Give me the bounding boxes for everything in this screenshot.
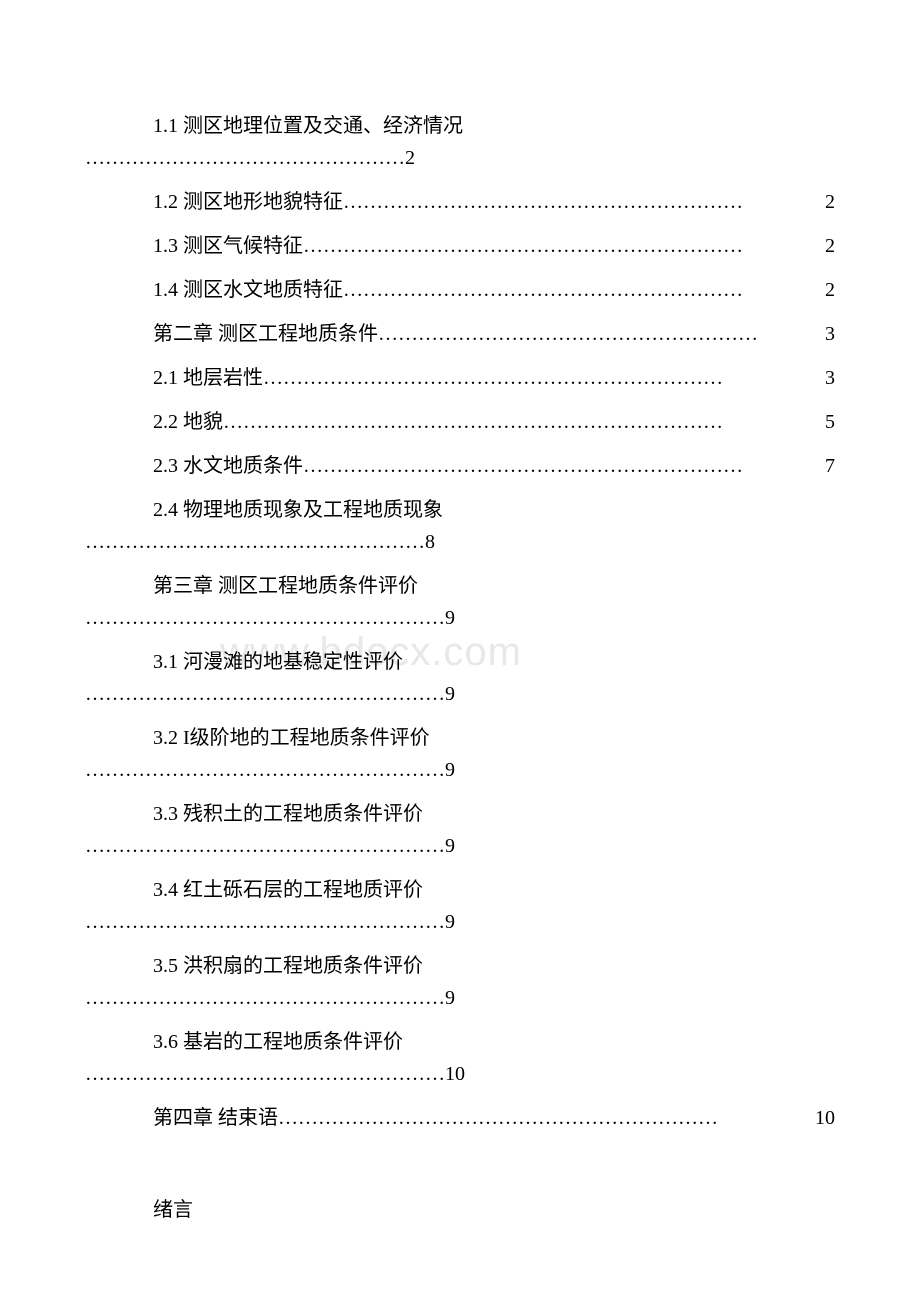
- toc-entry: 3.1 河漫滩的地基稳定性评价 ………………………………………………9: [85, 646, 835, 710]
- toc-title: 3.2 I级阶地的工程地质条件评价: [85, 722, 835, 754]
- toc-page: 7: [825, 450, 835, 482]
- toc-title: 3.3 残积土的工程地质条件评价: [85, 798, 835, 830]
- toc-entry: 1.1 测区地理位置及交通、经济情况 …………………………………………2: [85, 110, 835, 174]
- toc-title: 1.2 测区地形地貌特征: [85, 186, 343, 218]
- toc-page: 2: [825, 186, 835, 218]
- toc-title: 2.1 地层岩性: [85, 362, 263, 394]
- toc-dots: …………………………………………………………: [278, 1102, 815, 1134]
- toc-title: 3.1 河漫滩的地基稳定性评价: [85, 646, 835, 678]
- toc-entry: 第二章 测区工程地质条件 ………………………………………………… 3: [85, 318, 835, 350]
- toc-title: 1.3 测区气候特征: [85, 230, 303, 262]
- toc-title: 3.6 基岩的工程地质条件评价: [85, 1026, 835, 1058]
- toc-entry: 3.5 洪积扇的工程地质条件评价 ………………………………………………9: [85, 950, 835, 1014]
- toc-title: 2.2 地貌: [85, 406, 223, 438]
- toc-page: 8: [425, 531, 435, 553]
- toc-dots: …………………………………………………………………: [223, 406, 825, 438]
- toc-dots: …………………………………………………………: [303, 450, 825, 482]
- toc-entry: 1.3 测区气候特征 ………………………………………………………… 2: [85, 230, 835, 262]
- toc-page: 5: [825, 406, 835, 438]
- toc-page: 10: [445, 1063, 465, 1085]
- toc-dots: ………………………………………………9: [85, 754, 835, 786]
- toc-title: 2.4 物理地质现象及工程地质现象: [85, 494, 835, 526]
- toc-page: 9: [445, 759, 455, 781]
- toc-page: 2: [405, 147, 415, 169]
- toc-dots: ……………………………………………8: [85, 526, 835, 558]
- toc-dots: ……………………………………………………: [343, 186, 825, 218]
- toc-entry: 2.3 水文地质条件 ………………………………………………………… 7: [85, 450, 835, 482]
- toc-page: 9: [445, 911, 455, 933]
- toc-entry: 2.4 物理地质现象及工程地质现象 ……………………………………………8: [85, 494, 835, 558]
- toc-dots: ………………………………………………9: [85, 678, 835, 710]
- toc-entry: 2.1 地层岩性 …………………………………………………………… 3: [85, 362, 835, 394]
- toc-page: 9: [445, 835, 455, 857]
- toc-dots: …………………………………………………: [378, 318, 825, 350]
- toc-title: 第二章 测区工程地质条件: [85, 318, 378, 350]
- toc-entry: 1.4 测区水文地质特征 …………………………………………………… 2: [85, 274, 835, 306]
- toc-title: 第三章 测区工程地质条件评价: [85, 570, 835, 602]
- toc-dots: ………………………………………………9: [85, 830, 835, 862]
- section-heading: 绪言: [85, 1194, 835, 1226]
- toc-page: 9: [445, 683, 455, 705]
- toc-entry: 3.2 I级阶地的工程地质条件评价 ………………………………………………9: [85, 722, 835, 786]
- toc-page: 9: [445, 987, 455, 1009]
- toc-dots: …………………………………………………………: [303, 230, 825, 262]
- toc-entry: 3.4 红土砾石层的工程地质评价 ………………………………………………9: [85, 874, 835, 938]
- toc-dots: …………………………………………2: [85, 142, 835, 174]
- toc-page: 2: [825, 230, 835, 262]
- toc-dots: ……………………………………………………………: [263, 362, 825, 394]
- toc-page: 2: [825, 274, 835, 306]
- toc-title: 3.4 红土砾石层的工程地质评价: [85, 874, 835, 906]
- toc-title: 第四章 结束语: [85, 1102, 278, 1134]
- toc-title: 3.5 洪积扇的工程地质条件评价: [85, 950, 835, 982]
- toc-entry: 2.2 地貌 ………………………………………………………………… 5: [85, 406, 835, 438]
- toc-title: 1.1 测区地理位置及交通、经济情况: [85, 110, 835, 142]
- toc-container: 1.1 测区地理位置及交通、经济情况 …………………………………………2 1.2…: [85, 110, 835, 1226]
- toc-page: 9: [445, 607, 455, 629]
- toc-dots: ……………………………………………………: [343, 274, 825, 306]
- toc-dots: ………………………………………………10: [85, 1058, 835, 1090]
- toc-dots: ………………………………………………9: [85, 602, 835, 634]
- toc-title: 1.4 测区水文地质特征: [85, 274, 343, 306]
- toc-page: 10: [815, 1102, 835, 1134]
- toc-page: 3: [825, 362, 835, 394]
- toc-dots: ………………………………………………9: [85, 982, 835, 1014]
- toc-entry: 第四章 结束语 ………………………………………………………… 10: [85, 1102, 835, 1134]
- toc-page: 3: [825, 318, 835, 350]
- toc-entry: 3.6 基岩的工程地质条件评价 ………………………………………………10: [85, 1026, 835, 1090]
- toc-entry: 第三章 测区工程地质条件评价 ………………………………………………9: [85, 570, 835, 634]
- toc-entry: 3.3 残积土的工程地质条件评价 ………………………………………………9: [85, 798, 835, 862]
- toc-dots: ………………………………………………9: [85, 906, 835, 938]
- toc-entry: 1.2 测区地形地貌特征 …………………………………………………… 2: [85, 186, 835, 218]
- toc-title: 2.3 水文地质条件: [85, 450, 303, 482]
